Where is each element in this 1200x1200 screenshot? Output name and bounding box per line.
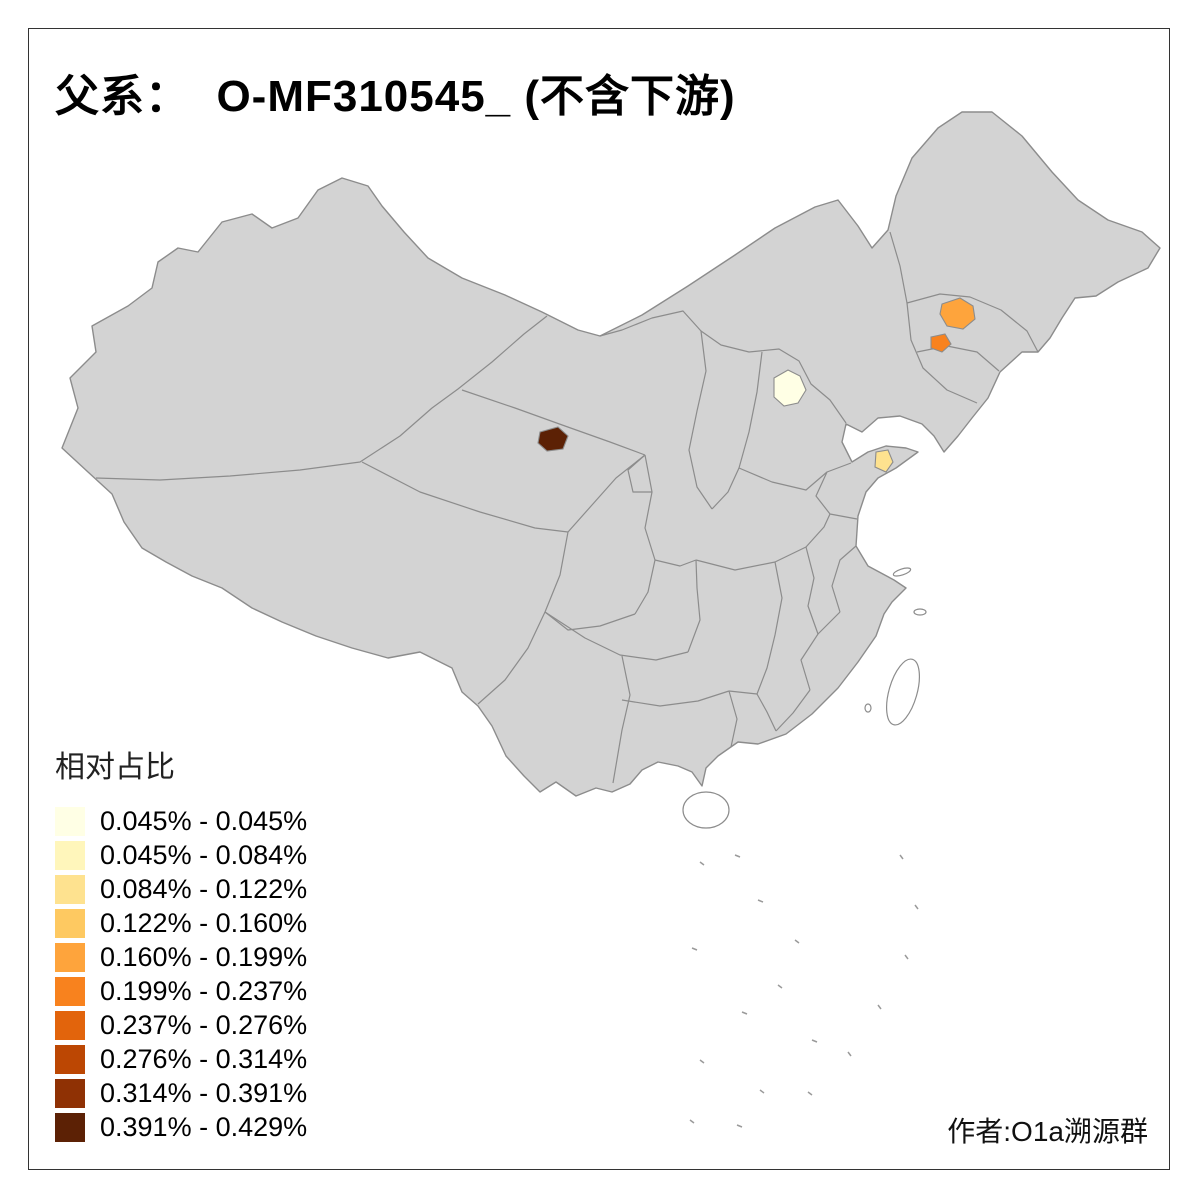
legend-swatch	[55, 874, 85, 904]
penghu-island	[864, 703, 872, 713]
legend: 相对占比 0.045% - 0.045% 0.045% - 0.084% 0.0…	[55, 742, 307, 1144]
legend-label: 0.045% - 0.045%	[100, 805, 308, 836]
legend-row: 0.160% - 0.199%	[55, 940, 307, 974]
province-border	[800, 611, 841, 691]
legend-row: 0.314% - 0.391%	[55, 1076, 307, 1110]
province-border	[889, 231, 978, 404]
legend-swatch	[55, 1044, 85, 1074]
province-border	[599, 310, 847, 424]
province-border	[711, 351, 763, 510]
islands	[682, 567, 927, 829]
legend-label: 0.045% - 0.084%	[100, 839, 308, 870]
legend-label: 0.276% - 0.314%	[100, 1043, 308, 1074]
legend-row: 0.391% - 0.429%	[55, 1110, 307, 1144]
legend-row: 0.122% - 0.160%	[55, 906, 307, 940]
sea-islets	[689, 854, 919, 1128]
province-border	[916, 345, 1000, 372]
legend-row: 0.237% - 0.276%	[55, 1008, 307, 1042]
province-border	[738, 462, 852, 491]
legend-row: 0.045% - 0.084%	[55, 838, 307, 872]
highlighted-regions	[537, 297, 976, 473]
legend-row: 0.276% - 0.314%	[55, 1042, 307, 1076]
province-border	[728, 690, 738, 748]
legend-label: 0.314% - 0.391%	[100, 1077, 308, 1108]
legend-row: 0.199% - 0.237%	[55, 974, 307, 1008]
author-credit: 作者:O1a溯源群	[947, 1116, 1148, 1147]
legend-swatch	[55, 840, 85, 870]
legend-swatch	[55, 1078, 85, 1108]
province-border	[477, 531, 569, 705]
legend-swatch	[55, 806, 85, 836]
legend-row: 0.045% - 0.045%	[55, 804, 307, 838]
province-border	[654, 559, 697, 567]
legend-title: 相对占比	[55, 751, 175, 784]
province-border	[688, 330, 713, 510]
chongming-island	[892, 567, 912, 577]
province-border	[815, 471, 858, 520]
province-border	[805, 546, 819, 635]
province-border	[728, 561, 783, 695]
region-jilin-south-orange	[930, 333, 952, 353]
region-shandong-light	[874, 449, 894, 473]
province-border	[634, 454, 656, 615]
province-border	[756, 693, 777, 732]
legend-swatch	[55, 908, 85, 938]
province-border	[695, 513, 831, 571]
legend-label: 0.084% - 0.122%	[100, 873, 308, 904]
legend-label: 0.122% - 0.160%	[100, 907, 308, 938]
legend-label: 0.199% - 0.237%	[100, 975, 308, 1006]
legend-swatch	[55, 976, 85, 1006]
legend-swatch	[55, 1010, 85, 1040]
legend-swatch	[55, 942, 85, 972]
legend-label: 0.391% - 0.429%	[100, 1111, 308, 1142]
hainan-island	[682, 791, 730, 829]
legend-label: 0.237% - 0.276%	[100, 1009, 308, 1040]
province-border	[831, 545, 857, 613]
legend-row: 0.084% - 0.122%	[55, 872, 307, 906]
region-jilin-north-orange	[939, 297, 976, 330]
province-border	[621, 690, 730, 707]
zhoushan-island	[913, 608, 927, 616]
taiwan-island	[886, 658, 920, 726]
province-border	[775, 689, 811, 732]
province-border	[612, 655, 631, 784]
province-borders	[95, 231, 1039, 784]
province-border	[567, 454, 646, 533]
province-border	[627, 454, 652, 493]
region-qinghai-dark	[537, 426, 569, 452]
province-border	[361, 461, 569, 533]
province-border	[461, 389, 646, 456]
province-border	[544, 611, 636, 631]
province-border	[687, 559, 701, 653]
page-title: 父系： O-MF310545_ (不含下游)	[55, 72, 736, 121]
province-border	[95, 315, 548, 481]
legend-swatch	[55, 1112, 85, 1142]
mainland-shape	[61, 111, 1161, 797]
legend-label: 0.160% - 0.199%	[100, 941, 308, 972]
province-border	[906, 293, 1039, 353]
region-beijing-pale	[773, 369, 807, 407]
